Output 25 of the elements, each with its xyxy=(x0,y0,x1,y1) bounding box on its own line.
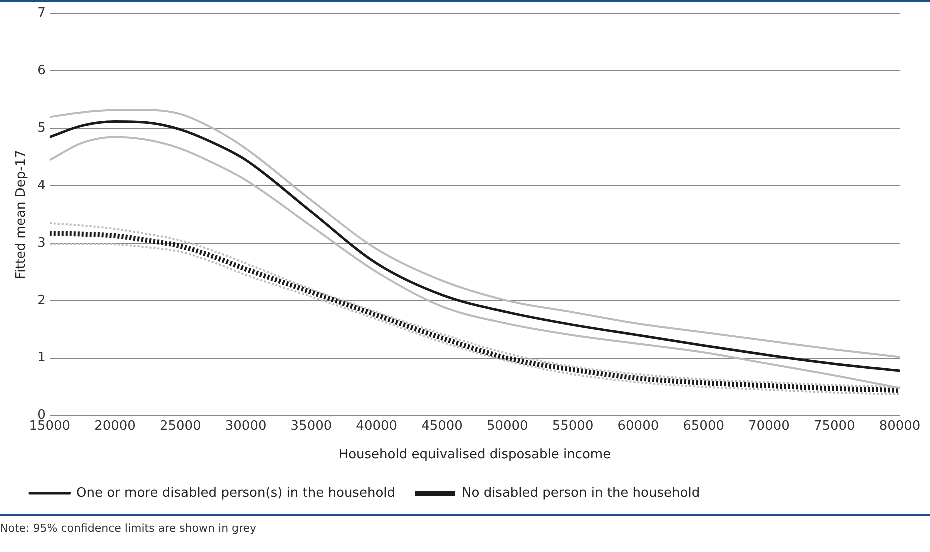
x-tick-label: 45000 xyxy=(422,418,463,434)
text: Note: 95% confidence limits are shown in grey xyxy=(0,522,258,535)
y-tick-label: 7 xyxy=(38,6,46,22)
x-tick-label: 25000 xyxy=(160,418,202,434)
x-tick-label: 80000 xyxy=(879,418,921,434)
y-tick-label: 4 xyxy=(38,178,46,194)
x-tick-label: 40000 xyxy=(356,418,398,434)
legend-label: No disabled person in the household xyxy=(462,486,700,501)
x-tick-label: 65000 xyxy=(683,418,724,434)
y-tick-label: 1 xyxy=(38,350,46,366)
y-tick-label: 5 xyxy=(38,121,46,136)
y-axis-title: Fitted mean Dep-17 xyxy=(14,150,30,280)
x-tick-label: 75000 xyxy=(814,418,856,434)
x-axis-title: Household equivalised disposable income xyxy=(338,448,612,463)
x-tick-label: 35000 xyxy=(290,418,332,434)
x-tick-label: 50000 xyxy=(486,418,528,434)
y-tick-label: 2 xyxy=(38,293,46,308)
x-tick-label: 55000 xyxy=(552,418,594,434)
x-tick-label: 70000 xyxy=(748,418,790,434)
x-tick-label: 30000 xyxy=(225,418,267,434)
legend-label: One or more disabled person(s) in the household xyxy=(76,486,396,501)
x-tick-label: 20000 xyxy=(94,418,136,434)
x-tick-label: 60000 xyxy=(618,418,660,434)
y-tick-label: 6 xyxy=(38,64,46,79)
y-tick-label: 3 xyxy=(38,236,46,251)
